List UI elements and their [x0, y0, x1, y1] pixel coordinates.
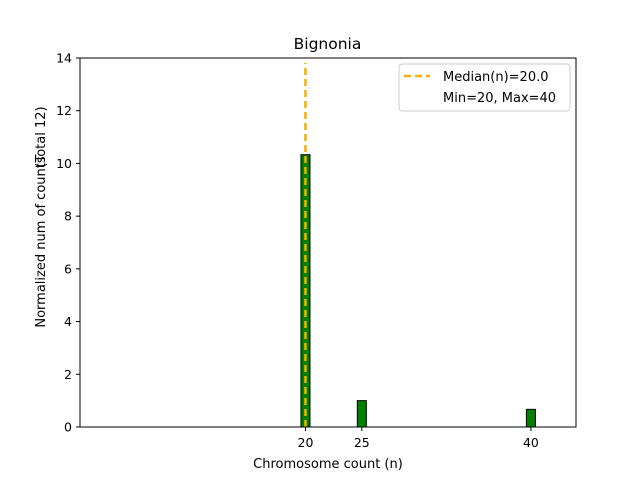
y-tick-label-12: 12 — [56, 103, 72, 118]
legend: Median(n)=20.0 Min=20, Max=40 — [398, 63, 571, 112]
x-tick-label-25: 25 — [354, 435, 370, 450]
y-tick-label-8: 8 — [64, 209, 72, 224]
bar-40 — [525, 408, 536, 428]
chart-title: Bignonia — [294, 35, 362, 53]
y-tick-label-0: 0 — [64, 420, 72, 435]
plot-background — [80, 58, 576, 427]
y-tick-label-2: 2 — [64, 367, 72, 382]
legend-box — [398, 63, 571, 112]
y-tick-label-14: 14 — [56, 51, 72, 66]
y-axis-note-group: (Total 12) — [34, 106, 49, 167]
x-tick-label-40: 40 — [523, 435, 539, 450]
y-tick-label-10: 10 — [56, 156, 72, 171]
bar-25 — [356, 400, 367, 428]
y-axis-label-group: Normalized num of counts — [34, 156, 49, 327]
y-axis-label: Normalized num of counts — [34, 156, 49, 327]
x-axis-ticks: 20 25 40 — [298, 427, 539, 450]
legend-entry-min-max: Min=20, Max=40 — [443, 91, 556, 106]
y-tick-label-4: 4 — [64, 314, 72, 329]
legend-entry-median: Median(n)=20.0 — [443, 70, 549, 85]
plot-area — [79, 57, 577, 428]
y-axis-total-note: (Total 12) — [34, 106, 49, 167]
y-tick-label-6: 6 — [64, 261, 72, 276]
x-axis-label: Chromosome count (n) — [253, 457, 403, 472]
y-axis-ticks: 0 2 4 6 8 10 12 14 — [56, 51, 80, 435]
x-tick-label-20: 20 — [298, 435, 314, 450]
plot-frame — [79, 57, 577, 428]
